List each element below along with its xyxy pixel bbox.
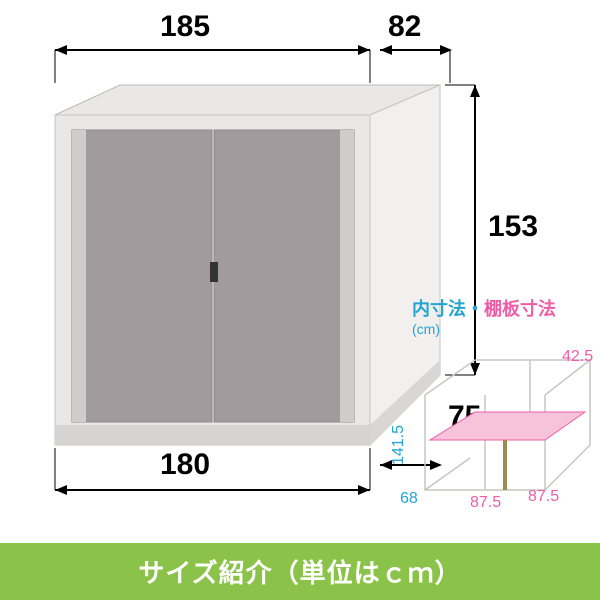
inset-dim-width-left: 87.5 (470, 494, 501, 512)
inset-dim-width-right: 87.5 (528, 488, 559, 506)
dim-right-height: 153 (488, 210, 538, 244)
dim-top-depth: 82 (388, 10, 421, 44)
footer-text: サイズ紹介（単位はｃｍ） (138, 558, 461, 588)
inset-dim-height: 141.5 (390, 425, 408, 465)
footer-bar: サイズ紹介（単位はｃｍ） (0, 543, 600, 600)
inset-title-unit: (cm) (412, 321, 556, 337)
inset-dim-depth-back: 42.5 (562, 348, 593, 366)
dim-top-width: 185 (160, 10, 210, 44)
inset-title: 内寸法・棚板寸法 (cm) (412, 295, 556, 337)
page-canvas: 185 82 153 180 75 内寸法・棚板寸法 (cm) 42.5 141… (0, 0, 600, 600)
dim-bottom-width: 180 (160, 448, 210, 482)
inset-dim-depth-front: 68 (400, 490, 418, 508)
inset-title-shelf: 棚板寸法 (484, 299, 556, 319)
inset-title-inner: 内寸法 (412, 299, 466, 319)
